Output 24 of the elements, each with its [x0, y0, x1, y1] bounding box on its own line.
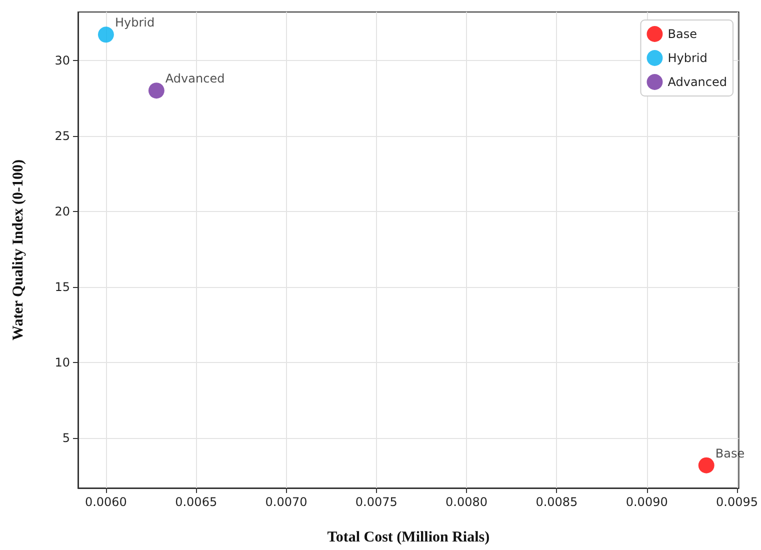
x-tick-label: 0.0085 [536, 495, 578, 509]
y-tick-label: 15 [54, 280, 70, 294]
y-tick-label: 10 [54, 356, 70, 370]
y-tick-label: 25 [54, 128, 70, 143]
y-tick-label: 5 [62, 431, 70, 446]
x-tick-label: 0.0090 [626, 495, 668, 509]
legend-label: Hybrid [668, 51, 708, 65]
x-tick-label: 0.0080 [446, 495, 488, 509]
legend-label: Base [668, 27, 697, 41]
x-tick-label: 0.0070 [265, 495, 308, 509]
x-axis-title: Total Cost (Million Rials) [327, 530, 490, 546]
x-tick-label: 0.0095 [716, 495, 758, 509]
point [148, 82, 164, 99]
point [98, 26, 114, 43]
x-tick-label: 0.0065 [175, 495, 218, 509]
text: Advanced [165, 72, 225, 86]
y-axis-title: Water Quality Index (0-100) [10, 160, 26, 340]
x-tick-label: 0.0060 [84, 495, 127, 509]
point [698, 457, 714, 474]
y-tick-label: 30 [54, 53, 70, 68]
text: Hybrid [114, 16, 155, 30]
legend-label: Advanced [668, 75, 728, 89]
y-tick-label: 20 [54, 204, 70, 218]
x-tick-label: 0.0075 [355, 495, 398, 509]
